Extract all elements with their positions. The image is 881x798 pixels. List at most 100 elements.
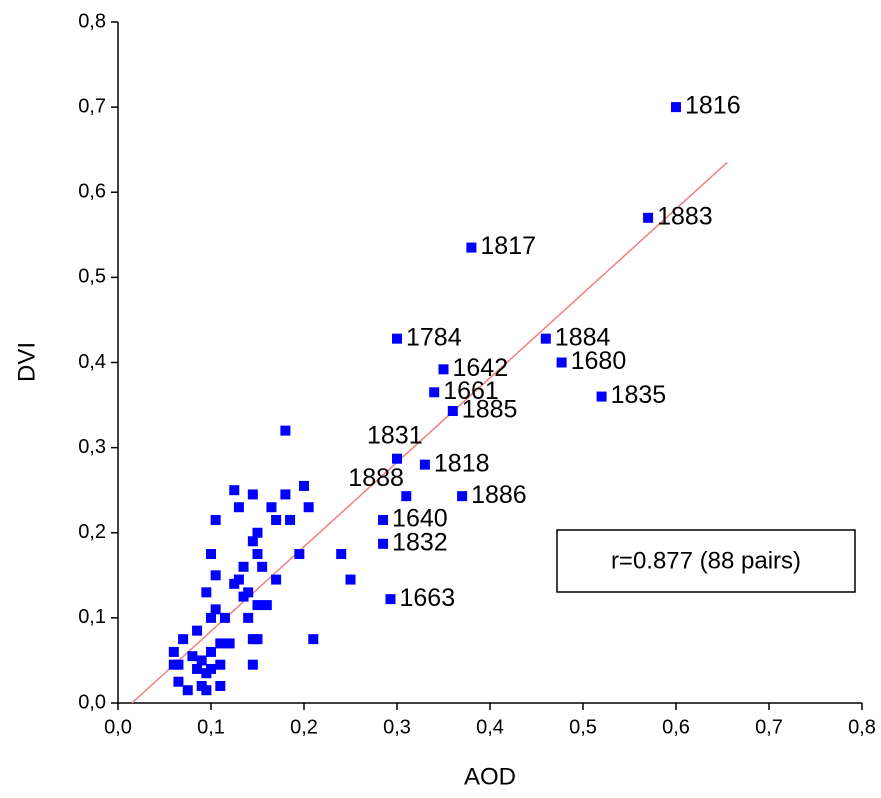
point (196, 655, 207, 666)
point (182, 685, 193, 696)
point-label: 1818 (434, 449, 490, 477)
point (247, 536, 258, 547)
point (229, 578, 240, 589)
point (345, 574, 356, 585)
point (261, 600, 272, 611)
point (238, 561, 249, 572)
point (206, 549, 216, 560)
y-tick-label: 0,1 (78, 606, 106, 628)
x-tick-label: 0,4 (476, 716, 504, 738)
point (285, 514, 296, 525)
point (378, 514, 389, 525)
point (392, 453, 402, 464)
point-label: 1680 (571, 347, 627, 375)
point (299, 480, 309, 491)
y-tick-label: 0,8 (78, 10, 106, 32)
x-tick-label: 0,1 (197, 716, 225, 738)
fit-line (131, 161, 728, 704)
point (252, 600, 263, 611)
point-label: 1816 (685, 92, 741, 120)
point (392, 333, 402, 344)
point (233, 502, 244, 513)
point-label: 1886 (471, 481, 527, 509)
point (215, 680, 226, 691)
point (643, 212, 654, 223)
annotation-box (556, 529, 856, 593)
point (447, 406, 458, 417)
point (596, 391, 607, 402)
point (247, 659, 258, 670)
point (192, 625, 203, 636)
point (303, 502, 314, 513)
point (168, 646, 179, 657)
point (192, 663, 203, 674)
point (219, 612, 230, 623)
point (336, 549, 347, 560)
annotation: r=0.877 (88 pairs) (611, 547, 801, 574)
point (187, 651, 198, 662)
x-tick-label: 0,2 (290, 716, 318, 738)
x-tick-label: 0,5 (569, 716, 597, 738)
point (457, 491, 468, 502)
point (280, 489, 291, 500)
point (556, 357, 567, 368)
point (215, 659, 226, 670)
point (419, 459, 430, 470)
x-tick-label: 0,3 (383, 716, 411, 738)
point (206, 646, 216, 657)
point (247, 634, 258, 645)
point (173, 676, 184, 687)
point (438, 364, 449, 375)
y-tick-label: 0,2 (78, 521, 106, 543)
y-tick-label: 0,5 (78, 266, 106, 288)
point-label: 1831 (367, 421, 423, 449)
point-label: 1835 (611, 381, 667, 409)
y-tick-label: 0,4 (78, 351, 106, 373)
point (210, 514, 221, 525)
point-label: 1884 (555, 323, 611, 351)
point-label: 1642 (453, 354, 509, 382)
x-tick-label: 0,7 (755, 716, 783, 738)
y-axis-title: DVI (13, 342, 40, 382)
point (210, 604, 221, 615)
point-label: 1784 (406, 323, 462, 351)
point (378, 538, 389, 549)
y-tick-label: 0,6 (78, 181, 106, 203)
y-tick-label: 0,7 (78, 95, 106, 117)
point-label: 1663 (399, 584, 455, 612)
point-label: 1888 (348, 464, 404, 492)
point (540, 333, 551, 344)
point (252, 527, 263, 538)
point (271, 514, 282, 525)
point (201, 587, 212, 598)
point-label: 1883 (657, 202, 713, 230)
x-axis-title: AOD (464, 763, 516, 790)
point-label: 1832 (392, 528, 448, 556)
x-tick-label: 0,6 (662, 716, 690, 738)
point (266, 502, 277, 513)
point-label: 1640 (392, 505, 448, 533)
point-label: 1817 (480, 232, 536, 260)
point (429, 387, 440, 398)
point (224, 638, 235, 649)
point (247, 489, 258, 500)
point (210, 570, 221, 581)
point (252, 549, 263, 560)
point (206, 663, 216, 674)
point (308, 634, 319, 645)
point (385, 594, 396, 605)
point (178, 634, 189, 645)
point (243, 612, 254, 623)
y-tick-label: 0,0 (78, 691, 106, 713)
point (401, 491, 412, 502)
point (215, 638, 226, 649)
x-tick-label: 0,8 (848, 716, 876, 738)
point (280, 425, 291, 436)
point (294, 549, 305, 560)
point (206, 612, 216, 623)
y-tick-label: 0,3 (78, 436, 106, 458)
x-tick-label: 0,0 (104, 716, 132, 738)
point (201, 685, 212, 696)
